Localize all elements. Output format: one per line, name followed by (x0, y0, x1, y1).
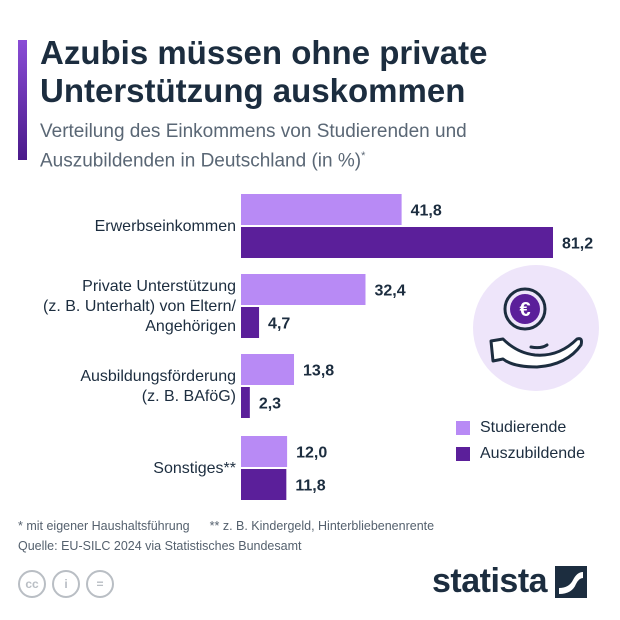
subtitle-footnote-mark: * (361, 150, 366, 162)
legend-swatch-auszubildende (456, 447, 470, 461)
legend: Studierende Auszubildende (442, 415, 612, 471)
page-title: Azubis müssen ohne private Unterstützung… (40, 34, 488, 109)
value-label: 32,4 (374, 283, 405, 300)
bar-studierende (241, 354, 295, 385)
value-label: 12,0 (296, 445, 327, 462)
license-icons: cc i = (18, 570, 114, 598)
legend-item-auszubildende: Auszubildende (442, 441, 612, 467)
euro-hand-icon: € (473, 265, 599, 391)
category-label: Erwerbseinkommen (95, 218, 236, 235)
category-label: Sonstiges** (153, 460, 236, 477)
bar-auszubildende (241, 469, 287, 500)
euro-symbol: € (519, 299, 530, 321)
footnote-2: ** z. B. Kindergeld, Hinterbliebenenrent… (209, 519, 435, 533)
chart-notes: * mit eigener Haushaltsführung ** z. B. K… (18, 516, 434, 556)
value-label: 4,7 (268, 316, 290, 333)
footnotes: * mit eigener Haushaltsführung ** z. B. K… (18, 516, 434, 536)
legend-label-auszubildende: Auszubildende (480, 445, 585, 462)
by-icon[interactable]: i (52, 570, 80, 598)
value-label: 81,2 (562, 236, 593, 253)
title-accent-bar (18, 40, 27, 160)
value-label: 41,8 (411, 203, 442, 220)
brand-name: statista (432, 562, 548, 600)
cc-icon[interactable]: cc (18, 570, 46, 598)
footnote-1: * mit eigener Haushaltsführung (18, 519, 190, 533)
page-subtitle: Verteilung des Einkommens von Studierend… (40, 120, 600, 173)
statista-mark-icon (555, 565, 588, 598)
value-label: 2,3 (259, 396, 281, 413)
bar-studierende (241, 194, 402, 225)
source-note: Quelle: EU-SILC 2024 via Statistisches B… (18, 539, 302, 553)
category-label: Private Unterstützung (82, 278, 236, 295)
legend-swatch-studierende (456, 421, 470, 435)
subtitle-text: Verteilung des Einkommens von Studierend… (40, 121, 467, 172)
value-label: 11,8 (295, 478, 325, 495)
category-label: Ausbildungsförderung (80, 368, 236, 385)
bar-studierende (241, 436, 288, 467)
category-label: Angehörigen (145, 318, 236, 335)
nd-icon[interactable]: = (86, 570, 114, 598)
statista-logo[interactable]: statista (432, 562, 588, 601)
bar-studierende (241, 274, 366, 305)
legend-item-studierende: Studierende (442, 415, 612, 441)
bar-auszubildende (241, 387, 250, 418)
category-label: (z. B. Unterhalt) von Eltern/ (43, 298, 237, 315)
category-label: (z. B. BAföG) (142, 388, 236, 405)
legend-label-studierende: Studierende (480, 419, 567, 436)
bar-auszubildende (241, 307, 260, 338)
value-label: 13,8 (303, 363, 334, 380)
bar-auszubildende (241, 227, 553, 258)
bar-chart: Erwerbseinkommen 41,8 81,2 Private Unterstü… (43, 194, 593, 500)
